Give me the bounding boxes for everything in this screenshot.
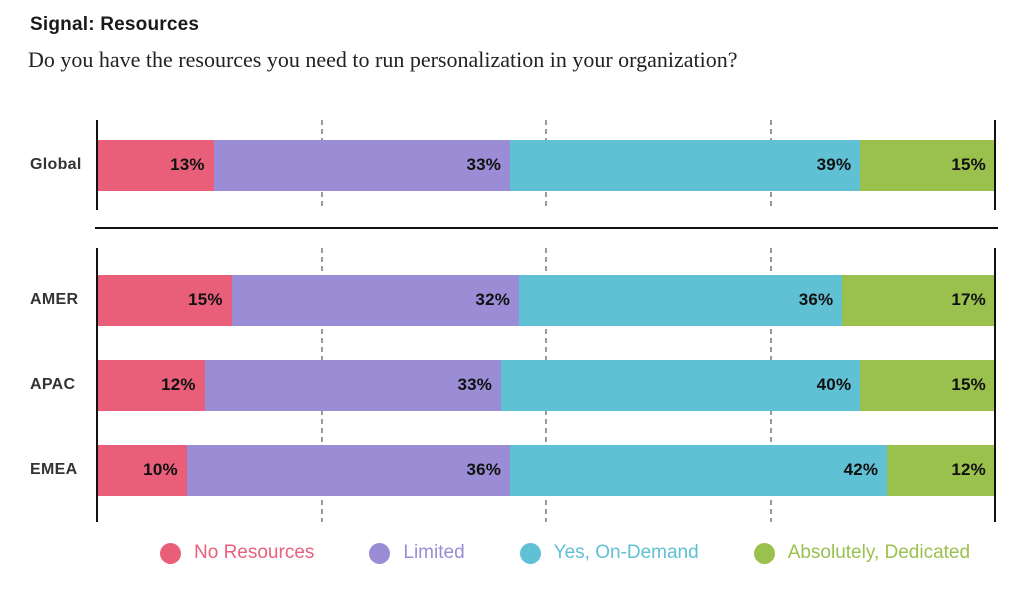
bar-value-label: 33%: [457, 375, 493, 394]
bar-segment-yes-on-demand: 36%: [519, 274, 843, 326]
bar-value-label: 39%: [816, 155, 852, 174]
regions-panel: AMER 15% 32% 36% 17% APAC 12% 33% 40% 15% EMEA 10% 3…: [30, 248, 996, 522]
bar-segment-absolutely-dedicated: 15%: [860, 359, 995, 411]
bar-segment-absolutely-dedicated: 12%: [887, 444, 995, 496]
row-label-global: Global: [30, 156, 82, 173]
bar-value-label: 15%: [188, 290, 223, 309]
bar-segment-yes-on-demand: 39%: [510, 139, 861, 191]
bar-segment-yes-on-demand: 40%: [501, 359, 861, 411]
legend-swatch-no-resources: [160, 542, 181, 564]
row-label-amer: AMER: [30, 291, 79, 308]
legend-label-limited: Limited: [403, 542, 465, 563]
legend-item-no-resources: No Resources: [160, 542, 314, 564]
legend-label-absolutely-dedicated: Absolutely, Dedicated: [787, 542, 971, 563]
bar-segment-no-resources: 12%: [97, 359, 205, 411]
row-label-apac: APAC: [30, 376, 76, 393]
bar-segment-limited: 36%: [186, 444, 511, 496]
bar-value-label: 40%: [816, 375, 852, 394]
bar-value-label: 15%: [951, 155, 986, 174]
bar-value-label: 13%: [170, 155, 205, 174]
axis-line-right: [994, 248, 996, 522]
bar-segment-absolutely-dedicated: 17%: [842, 274, 995, 326]
bar-segment-limited: 33%: [204, 359, 502, 411]
bar-segment-no-resources: 10%: [97, 444, 187, 496]
row-label-emea: EMEA: [30, 461, 78, 478]
legend: No Resources Limited Yes, On-Demand Absolut…: [160, 542, 970, 564]
axis-line-right: [994, 120, 996, 210]
bar-row-amer: AMER 15% 32% 36% 17%: [30, 274, 995, 326]
legend-item-limited: Limited: [369, 542, 465, 564]
bar-segment-yes-on-demand: 42%: [510, 444, 888, 496]
chart-subtitle: Do you have the resources you need to ru…: [28, 47, 738, 72]
bar-value-label: 42%: [843, 460, 879, 479]
axis-line-left: [96, 120, 98, 210]
bar-row-emea: EMEA 10% 36% 42% 12%: [30, 444, 995, 496]
chart-title: Signal: Resources: [30, 14, 200, 35]
bar-value-label: 10%: [143, 460, 178, 479]
legend-item-absolutely-dedicated: Absolutely, Dedicated: [753, 542, 971, 564]
legend-label-no-resources: No Resources: [194, 542, 315, 563]
bar-segment-limited: 33%: [213, 139, 511, 191]
bar-value-label: 32%: [475, 290, 511, 309]
bar-row-apac: APAC 12% 33% 40% 15%: [30, 359, 995, 411]
bar-value-label: 36%: [466, 460, 502, 479]
bar-value-label: 12%: [161, 375, 196, 394]
bar-segment-no-resources: 13%: [97, 139, 214, 191]
axis-line-left: [96, 248, 98, 522]
legend-swatch-absolutely-dedicated: [753, 542, 775, 564]
bar-value-label: 15%: [951, 375, 986, 394]
legend-swatch-limited: [369, 542, 391, 564]
legend-item-yes-on-demand: Yes, On-Demand: [519, 542, 699, 564]
bar-segment-limited: 32%: [231, 274, 520, 326]
bar-value-label: 33%: [466, 155, 502, 174]
bar-value-label: 17%: [951, 290, 986, 309]
bar-segment-absolutely-dedicated: 15%: [860, 139, 995, 191]
bar-segment-no-resources: 15%: [97, 274, 232, 326]
legend-swatch-yes-on-demand: [519, 542, 541, 564]
panel-separator: [95, 227, 998, 229]
bar-value-label: 12%: [951, 460, 986, 479]
legend-label-yes-on-demand: Yes, On-Demand: [553, 542, 699, 563]
bar-row-global: Global 13% 33% 39% 15%: [30, 139, 995, 191]
global-panel: Global 13% 33% 39% 15%: [30, 120, 996, 210]
bar-value-label: 36%: [798, 290, 834, 309]
